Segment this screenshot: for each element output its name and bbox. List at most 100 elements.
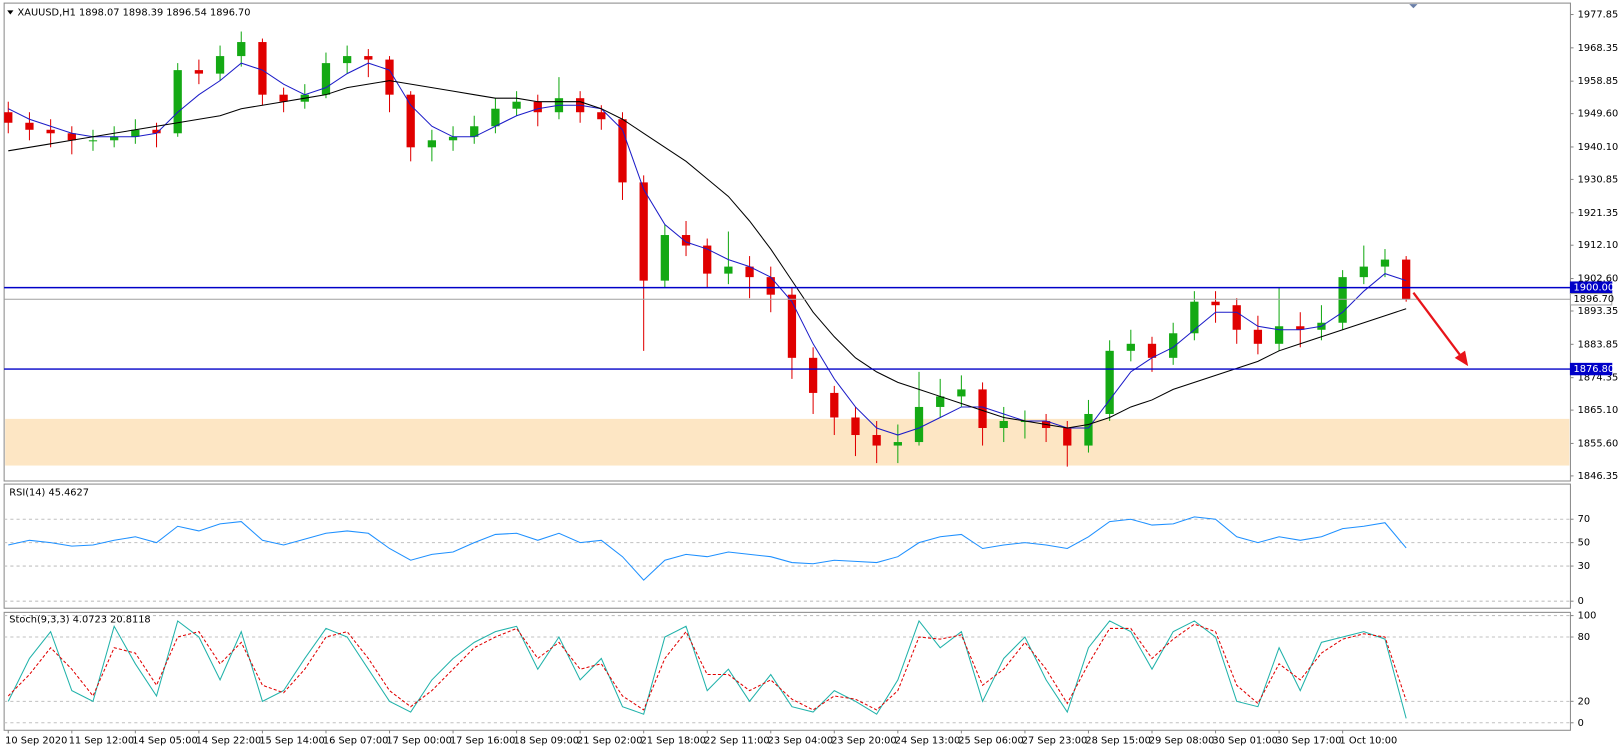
candle-body [1190,301,1199,334]
candle-body [1105,350,1114,414]
zone [5,418,1570,466]
candle-body [321,63,331,95]
candle-body [1169,333,1178,358]
candle-body [1402,259,1411,300]
level-label: 1876.80 [1574,364,1615,375]
y-tick-label: 30 [1578,561,1590,572]
candle-body [258,42,267,95]
candle-body [1359,266,1368,278]
series-line [8,62,1407,436]
candle-body [1232,305,1241,330]
x-tick-label: 10 Sep 2020 [5,736,67,747]
y-tick-label: 1968.35 [1578,43,1619,54]
candle-body [957,389,966,397]
series-line [7,623,1407,711]
candle-body [872,435,881,446]
y-tick-label: 1958.85 [1578,76,1619,87]
candle-body [46,129,55,134]
y-tick-label: 1893.35 [1578,306,1619,317]
series-line [8,80,1407,429]
candle-body [893,442,902,446]
y-tick-label: 1865.10 [1578,405,1619,416]
x-tick-label: 24 Sep 13:00 [895,736,960,747]
x-tick-label: 16 Sep 07:00 [323,736,388,747]
candle-body [152,129,161,134]
candle-body [491,108,500,127]
candle-body [237,42,246,57]
x-tick-label: 25 Sep 06:00 [958,736,1023,747]
candle-body [914,406,924,443]
candle-body [25,122,34,130]
y-tick-label: 1940.10 [1578,142,1619,153]
candle-body [660,235,669,281]
x-tick-label: 21 Sep 18:00 [641,736,706,747]
candle-body [131,129,140,137]
y-tick-label: 0 [1578,718,1584,729]
plot-layer: 1977.85 1968.35 1958.85 1949.60 1940.10 1930.… [4,10,1618,747]
candle-body [703,245,712,274]
forecast-arrow [1412,292,1464,360]
x-tick-label: 17 Sep 16:00 [450,736,515,747]
y-tick-label: 0 [1578,596,1584,607]
candle-body [194,70,204,74]
y-tick-label: 1949.60 [1578,109,1619,120]
chart-title: XAUUSD,H1 1898.07 1898.39 1896.54 1896.7… [18,7,251,18]
candle-body [1147,343,1157,358]
y-tick-label: 20 [1578,696,1590,707]
candle-body [1380,259,1390,267]
y-tick-label: 1912.10 [1578,240,1619,251]
x-tick-label: 21 Sep 02:00 [577,736,642,747]
candle-body [639,182,648,281]
candle-body [597,112,606,120]
x-tick-label: 30 Sep 17:00 [1276,736,1341,747]
candle-body [67,133,76,141]
level-box [1569,362,1613,376]
stoch-title: Stoch(9,3,3) 4.0723 20.8118 [9,615,150,626]
candle-body [1274,326,1284,344]
candle-body [4,112,13,123]
x-tick-label: 15 Sep 14:00 [259,736,324,747]
shift-marker [1409,4,1418,9]
candle-body [385,59,394,95]
current-box [1569,293,1613,306]
level-label: 1900.00 [1574,283,1615,294]
menu-arrow[interactable] [7,10,14,15]
x-tick-label: 22 Sep 11:00 [704,736,769,747]
x-tick-label: 14 Sep 22:00 [196,736,261,747]
candle-body [343,56,352,64]
x-tick-label: 29 Sep 08:00 [1149,736,1214,747]
candle-body [851,417,860,436]
x-tick-label: 18 Sep 09:00 [513,736,578,747]
main-panel [3,2,1571,482]
candle-body [448,136,458,141]
y-tick-label: 100 [1578,611,1597,622]
y-tick-label: 70 [1578,514,1590,525]
y-tick-label: 1874.35 [1578,373,1619,384]
y-tick-label: 1930.85 [1578,174,1619,185]
candle-body [787,294,797,358]
candle-body [999,420,1008,429]
y-tick-label: 1846.35 [1578,471,1619,482]
candle-body [830,392,839,418]
candle-body [1084,413,1093,446]
candle-body [1253,329,1263,344]
y-tick-label: 1902.60 [1578,274,1619,285]
candle-body [1063,428,1072,446]
candle-body [110,136,119,141]
candle-body [533,101,542,113]
x-tick-label: 1 Oct 10:00 [1340,736,1398,747]
candle-body [808,357,818,393]
candle-body [512,101,521,109]
candle-body [406,94,415,148]
candle-body [1126,343,1135,351]
candle-body [215,56,225,74]
rsi-title: RSI(14) 45.4627 [9,487,89,498]
y-tick-label: 1855.60 [1578,438,1619,449]
x-tick-label: 27 Sep 23:00 [1022,736,1087,747]
x-tick-label: 11 Sep 12:00 [69,736,134,747]
candle-body [88,140,98,142]
y-tick-label: 50 [1578,538,1590,549]
candle-body [173,70,182,134]
y-tick-label: 1921.35 [1578,208,1619,219]
